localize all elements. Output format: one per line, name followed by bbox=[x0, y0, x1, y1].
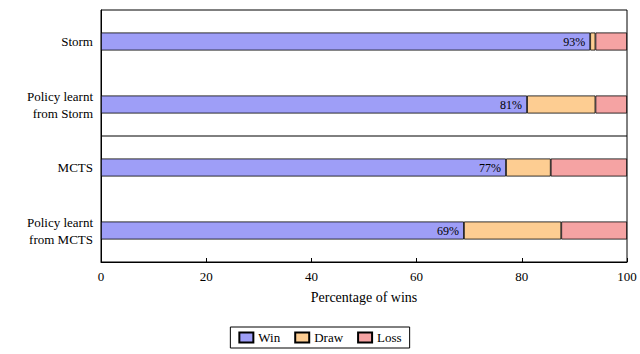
svg-text:100: 100 bbox=[617, 269, 637, 284]
svg-text:Percentage of wins: Percentage of wins bbox=[311, 290, 418, 305]
svg-text:20: 20 bbox=[200, 269, 213, 284]
svg-text:Storm: Storm bbox=[61, 34, 93, 49]
svg-text:Win: Win bbox=[258, 330, 280, 345]
svg-text:77%: 77% bbox=[479, 161, 501, 175]
svg-text:80: 80 bbox=[515, 269, 528, 284]
svg-text:40: 40 bbox=[305, 269, 318, 284]
svg-text:93%: 93% bbox=[563, 35, 585, 49]
svg-text:from Storm: from Storm bbox=[33, 106, 93, 121]
svg-text:60: 60 bbox=[410, 269, 423, 284]
svg-text:81%: 81% bbox=[500, 98, 522, 112]
svg-text:0: 0 bbox=[98, 269, 105, 284]
svg-text:Loss: Loss bbox=[377, 330, 402, 345]
svg-text:69%: 69% bbox=[437, 224, 459, 238]
svg-text:Policy learnt: Policy learnt bbox=[27, 215, 93, 230]
svg-text:from MCTS: from MCTS bbox=[29, 232, 93, 247]
svg-text:MCTS: MCTS bbox=[58, 160, 93, 175]
svg-text:Draw: Draw bbox=[314, 330, 343, 345]
svg-text:Policy learnt: Policy learnt bbox=[27, 89, 93, 104]
